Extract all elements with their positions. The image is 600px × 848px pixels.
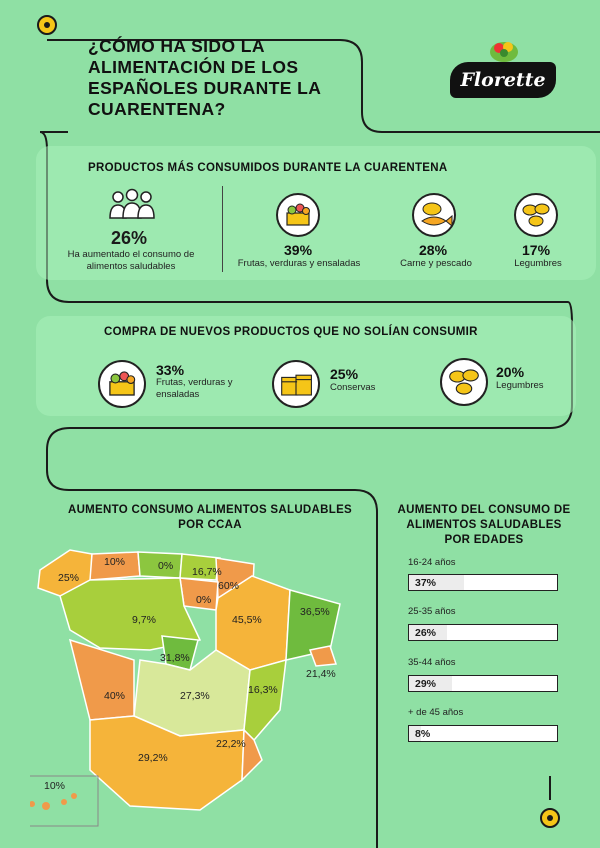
s2-item2-label: Conservas <box>330 382 376 393</box>
s1-item3-value: 17% <box>522 242 551 258</box>
divider <box>222 186 223 272</box>
spain-map <box>30 549 341 827</box>
s1-item3-label: Legumbres <box>514 258 562 269</box>
map-title: AUMENTO CONSUMO ALIMENTOS SALUDABLES POR… <box>67 504 353 531</box>
s2-item2-value: 25% <box>330 366 359 382</box>
s2-item3-value: 20% <box>496 364 525 380</box>
age-bar-1-value: 37% <box>415 577 437 589</box>
age-bar-3-value: 29% <box>415 678 437 690</box>
region-valencia <box>243 658 287 742</box>
map-value-aragon: 45,5% <box>232 614 262 626</box>
age-bar-2-value: 26% <box>415 627 437 639</box>
map-value-galicia: 25% <box>58 572 80 584</box>
map-value-cataluna: 36,5% <box>300 606 330 618</box>
map-value-asturias: 10% <box>104 556 126 568</box>
region-baleares <box>308 645 338 667</box>
cans-icon <box>272 360 320 408</box>
map-value-cantabria: 0% <box>158 560 174 572</box>
s2-item1-label: Frutas, verduras y ensaladas <box>156 377 233 400</box>
s1-item2-value: 28% <box>419 242 448 258</box>
age-label-1: 16-24 años <box>408 557 456 568</box>
people-group-icon <box>109 188 155 219</box>
brand-logo: Florette <box>450 38 560 100</box>
map-value-murcia: 22,2% <box>216 738 246 750</box>
age-label-2: 25-35 años <box>408 606 456 617</box>
s1-item2-label: Carne y pescado <box>400 258 472 269</box>
map-value-castilla-leon: 9,7% <box>132 614 156 626</box>
s1-item1-label: Frutas, verduras y ensaladas <box>237 258 361 269</box>
map-value-navarra: 60% <box>218 580 240 592</box>
s1-item1-value: 39% <box>284 242 313 258</box>
age-label-4: + de 45 años <box>408 707 464 718</box>
map-value-canarias: 10% <box>44 780 66 792</box>
canarias-frame <box>30 775 99 827</box>
age-bar-1: 37% <box>408 574 558 591</box>
s2-item1-value: 33% <box>156 362 185 378</box>
age-bar-2: 26% <box>408 624 558 641</box>
map-value-la-rioja: 0% <box>196 594 212 606</box>
region-murcia <box>241 728 263 782</box>
brand-name: Florette <box>450 62 556 98</box>
age-bar-1-fill <box>409 575 464 590</box>
salad-bowl-icon <box>490 42 518 62</box>
age-bar-4-fill <box>409 726 421 741</box>
map-value-andalucia: 29,2% <box>138 752 168 764</box>
highlight-percent: 26% <box>111 228 148 248</box>
map-value-valencia: 16,3% <box>248 684 278 696</box>
map-value-extremadura: 40% <box>104 690 126 702</box>
highlight-caption: Ha aumentado el consumo de alimentos sal… <box>67 249 195 272</box>
legumes-icon <box>514 193 558 237</box>
s2-item3-label: Legumbres <box>496 380 544 391</box>
vegetables-icon <box>98 360 146 408</box>
age-bar-4-value: 8% <box>415 728 431 740</box>
age-title: AUMENTO DEL CONSUMO DE ALIMENTOS SALUDAB… <box>397 504 571 546</box>
legumes-icon <box>440 358 488 406</box>
map-value-castilla-mancha: 27,3% <box>180 690 210 702</box>
map-value-baleares: 21,4% <box>306 668 336 680</box>
age-bar-3: 29% <box>408 675 558 692</box>
region-castilla-leon <box>59 577 202 651</box>
age-bar-3-fill <box>409 676 452 691</box>
section1-title: PRODUCTOS MÁS CONSUMIDOS DURANTE LA CUAR… <box>88 162 448 174</box>
page-title: ¿CÓMO HA SIDO LA ALIMENTACIÓN DE LOS ESP… <box>88 36 321 119</box>
region-extremadura <box>68 638 135 721</box>
section2-title: COMPRA DE NUEVOS PRODUCTOS QUE NO SOLÍAN… <box>104 326 478 338</box>
map-value-madrid: 31,8% <box>160 652 190 664</box>
age-label-3: 35-44 años <box>408 657 456 668</box>
age-bar-4: 8% <box>408 725 558 742</box>
age-bar-2-fill <box>409 625 448 640</box>
vegetables-icon <box>276 193 320 237</box>
map-value-pais-vasco: 16,7% <box>192 566 222 578</box>
region-pais-vasco <box>179 553 221 581</box>
meat-fish-icon <box>412 193 456 237</box>
